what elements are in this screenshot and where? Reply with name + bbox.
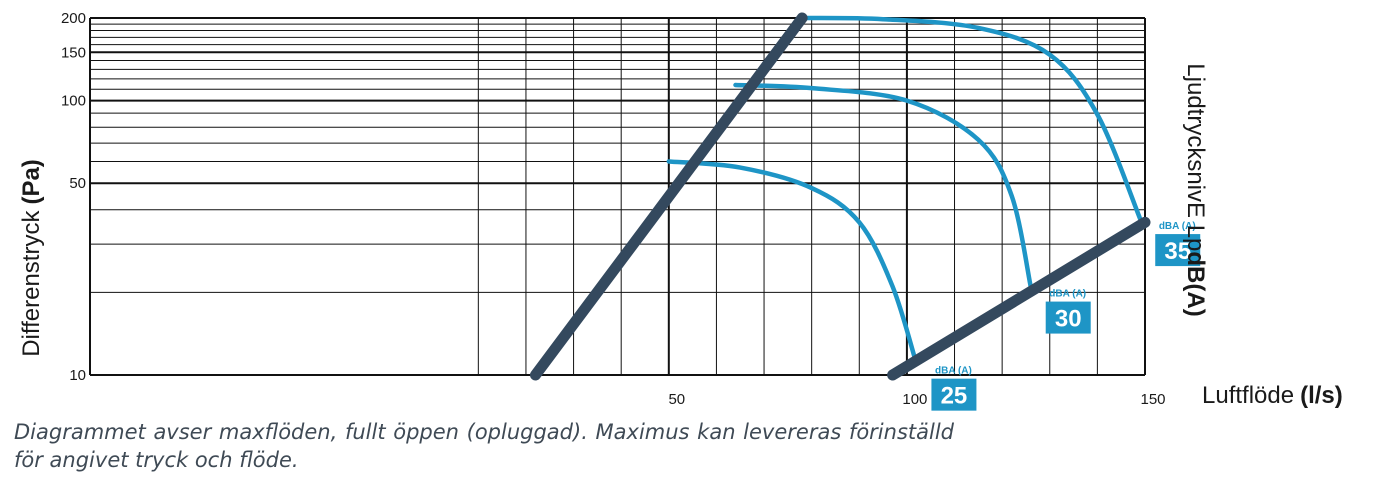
sound-curve-30 [733, 82, 1033, 289]
tick-labels: 10 50 100 150 200 50 100 150 [61, 10, 1166, 408]
y2-axis-title: LjudtrycksnivΕ LpdB(A) [1182, 63, 1209, 316]
badge-unit-label: dBA (A) [1159, 221, 1196, 232]
y-axis-label: Differenstryck [18, 210, 45, 357]
sound-badges: dBA (A) 25 dBA (A) 30 dBA (A) 35 [931, 221, 1201, 411]
badge-value: 35 [1164, 238, 1191, 265]
badge-25: dBA (A) 25 [931, 366, 977, 411]
badge-box [931, 378, 977, 411]
sound-curve-35 [799, 15, 1143, 222]
max-flow-line [887, 216, 1151, 381]
x-tick-label: 150 [1140, 391, 1165, 408]
x-tick-label: 50 [668, 391, 685, 408]
x-axis-title: Luftflöde (l/s) [1202, 382, 1343, 409]
limit-lines [529, 12, 1151, 381]
badge-30: dBA (A) 30 [1045, 289, 1091, 334]
badge-box [1045, 301, 1091, 334]
y-tick-label: 10 [69, 367, 86, 384]
y-tick-label: 50 [69, 175, 86, 192]
y-tick-label: 200 [61, 10, 86, 27]
y-axis-unit: (Pa) [18, 159, 45, 204]
badge-unit-label: dBA (A) [935, 366, 972, 377]
y2-axis-label: LjudtrycksnivΕ Lp [1182, 63, 1209, 251]
badge-unit-label: dBA (A) [1049, 289, 1086, 300]
x-axis-unit: (l/s) [1300, 382, 1343, 409]
x-axis-label: Luftflöde [1202, 382, 1294, 409]
min-flow-line [529, 12, 808, 381]
sound-curve-25 [666, 159, 919, 366]
y-tick-label: 100 [61, 93, 86, 110]
badge-value: 25 [941, 383, 968, 410]
badge-value: 30 [1055, 306, 1082, 333]
y2-axis-unit: dB(A) [1182, 251, 1209, 316]
chart-caption: Diagrammet avser maxflöden, fullt öppen … [14, 420, 954, 472]
x-tick-label: 100 [902, 391, 927, 408]
sound-curves [666, 15, 1143, 366]
y-axis-title: Differenstryck (Pa) [18, 159, 45, 357]
badge-35: dBA (A) 35 [1155, 221, 1201, 267]
badge-box [1155, 234, 1201, 267]
y-tick-label: 150 [61, 44, 86, 61]
